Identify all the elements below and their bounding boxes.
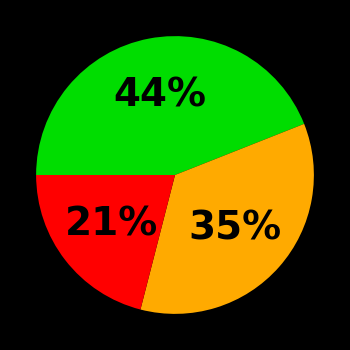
Wedge shape	[140, 124, 314, 314]
Text: 21%: 21%	[65, 205, 158, 243]
Wedge shape	[36, 175, 175, 309]
Wedge shape	[36, 36, 304, 175]
Text: 44%: 44%	[113, 77, 206, 115]
Text: 35%: 35%	[189, 209, 282, 247]
